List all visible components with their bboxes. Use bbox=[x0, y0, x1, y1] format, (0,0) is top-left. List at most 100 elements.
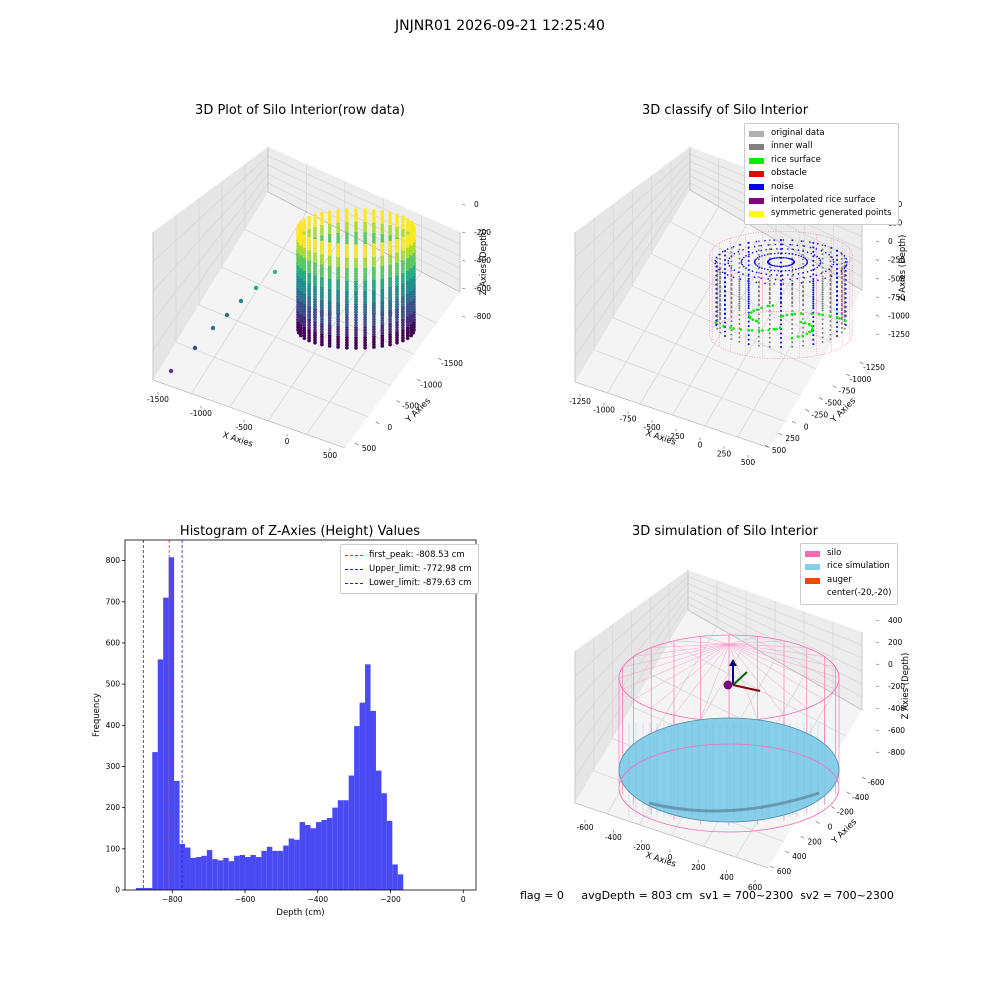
scatter-point bbox=[302, 244, 307, 249]
scatter-point bbox=[307, 326, 311, 330]
histogram-bar bbox=[195, 857, 202, 890]
scatter-point bbox=[395, 231, 399, 235]
classified-point bbox=[730, 338, 733, 341]
noise-point bbox=[800, 240, 803, 242]
noise-point bbox=[815, 248, 818, 250]
y-tick-label: -1500 bbox=[441, 359, 463, 368]
classified-point bbox=[821, 295, 824, 298]
noise-point bbox=[831, 256, 833, 258]
y-tick-label: 300 bbox=[106, 762, 121, 771]
classified-point bbox=[821, 291, 824, 294]
scatter-point bbox=[345, 256, 349, 261]
scatter-point bbox=[405, 293, 410, 297]
scatter-point bbox=[313, 302, 317, 307]
scatter-point bbox=[380, 344, 385, 348]
classified-point bbox=[840, 267, 843, 269]
scatter-point bbox=[395, 259, 399, 263]
x-tick-label: -500 bbox=[235, 423, 252, 432]
scatter-point bbox=[313, 333, 317, 337]
scatter-point bbox=[380, 321, 385, 325]
scatter-point bbox=[395, 254, 399, 258]
scatter-point bbox=[372, 345, 376, 349]
classified-point bbox=[812, 320, 815, 323]
scatter-point bbox=[372, 291, 376, 296]
scatter-point bbox=[401, 336, 405, 340]
classified-point bbox=[738, 336, 741, 339]
scatter-point bbox=[327, 316, 332, 320]
y-tick-label: 500 bbox=[362, 444, 377, 453]
scatter-point bbox=[313, 335, 317, 340]
scatter-point bbox=[409, 331, 414, 335]
outlier-point bbox=[224, 312, 230, 318]
scatter-point bbox=[320, 261, 324, 265]
scatter-point bbox=[401, 264, 405, 269]
rice-surface-point bbox=[732, 327, 735, 330]
scatter-point bbox=[313, 307, 317, 312]
classified-point bbox=[747, 300, 750, 303]
classified-point bbox=[747, 289, 750, 292]
scatter-point bbox=[302, 298, 307, 302]
classified-point bbox=[747, 255, 750, 258]
scatter-point bbox=[336, 243, 340, 247]
scatter-point bbox=[299, 295, 303, 300]
scatter-point bbox=[302, 247, 307, 251]
noise-point bbox=[830, 275, 833, 277]
scatter-point bbox=[380, 222, 385, 227]
scatter-point bbox=[313, 274, 317, 279]
scatter-point bbox=[327, 341, 332, 346]
scatter-point bbox=[409, 259, 414, 264]
classified-point bbox=[821, 271, 824, 274]
x-tick-label: 400 bbox=[720, 873, 735, 882]
scatter-point bbox=[327, 270, 332, 274]
scatter-point bbox=[363, 305, 367, 309]
classified-point bbox=[724, 277, 726, 279]
scatter-point bbox=[336, 324, 340, 329]
histogram-bar bbox=[337, 800, 344, 890]
classified-point bbox=[716, 275, 719, 278]
scatter-point bbox=[313, 312, 317, 317]
tick-mark bbox=[831, 806, 835, 809]
scatter-point bbox=[307, 259, 311, 264]
scatter-point bbox=[313, 218, 317, 223]
classified-point bbox=[738, 309, 741, 312]
scatter-point bbox=[395, 328, 399, 332]
noise-point bbox=[741, 263, 744, 266]
histogram-bar bbox=[348, 775, 355, 890]
noise-point bbox=[718, 253, 720, 256]
y-tick-label: -500 bbox=[825, 399, 842, 408]
silo-roof-line bbox=[622, 643, 730, 690]
scatter-point bbox=[320, 256, 324, 260]
panel4-title: 3D simulation of Silo Interior bbox=[632, 524, 818, 539]
scatter-point bbox=[336, 322, 340, 327]
x-tick-label: -1250 bbox=[569, 397, 591, 406]
classified-point bbox=[747, 298, 750, 301]
scatter-point bbox=[354, 262, 358, 266]
classified-point bbox=[780, 319, 782, 321]
scatter-point bbox=[411, 229, 416, 233]
scatter-point bbox=[327, 336, 332, 341]
scatter-point bbox=[299, 293, 303, 297]
classified-point bbox=[719, 294, 722, 296]
histogram-bar bbox=[326, 817, 333, 891]
scatter-point bbox=[401, 298, 405, 302]
scatter-point bbox=[380, 331, 385, 336]
scatter-point bbox=[401, 252, 405, 256]
scatter-point bbox=[354, 333, 358, 338]
classified-point bbox=[812, 334, 815, 337]
scatter-point bbox=[401, 308, 405, 312]
scatter-point bbox=[395, 213, 399, 218]
scatter-point bbox=[299, 318, 303, 323]
classified-point bbox=[802, 340, 805, 343]
classified-point bbox=[812, 268, 815, 271]
scatter-point bbox=[302, 230, 307, 235]
scatter-point bbox=[327, 257, 332, 262]
noise-point bbox=[758, 255, 761, 258]
classified-point bbox=[821, 262, 824, 265]
scatter-point bbox=[395, 236, 399, 240]
scatter-point bbox=[405, 249, 410, 254]
scatter-point bbox=[388, 319, 392, 324]
scatter-point bbox=[405, 252, 410, 256]
scatter-point bbox=[354, 244, 358, 248]
classified-point bbox=[780, 275, 782, 277]
scatter-point bbox=[307, 272, 311, 277]
